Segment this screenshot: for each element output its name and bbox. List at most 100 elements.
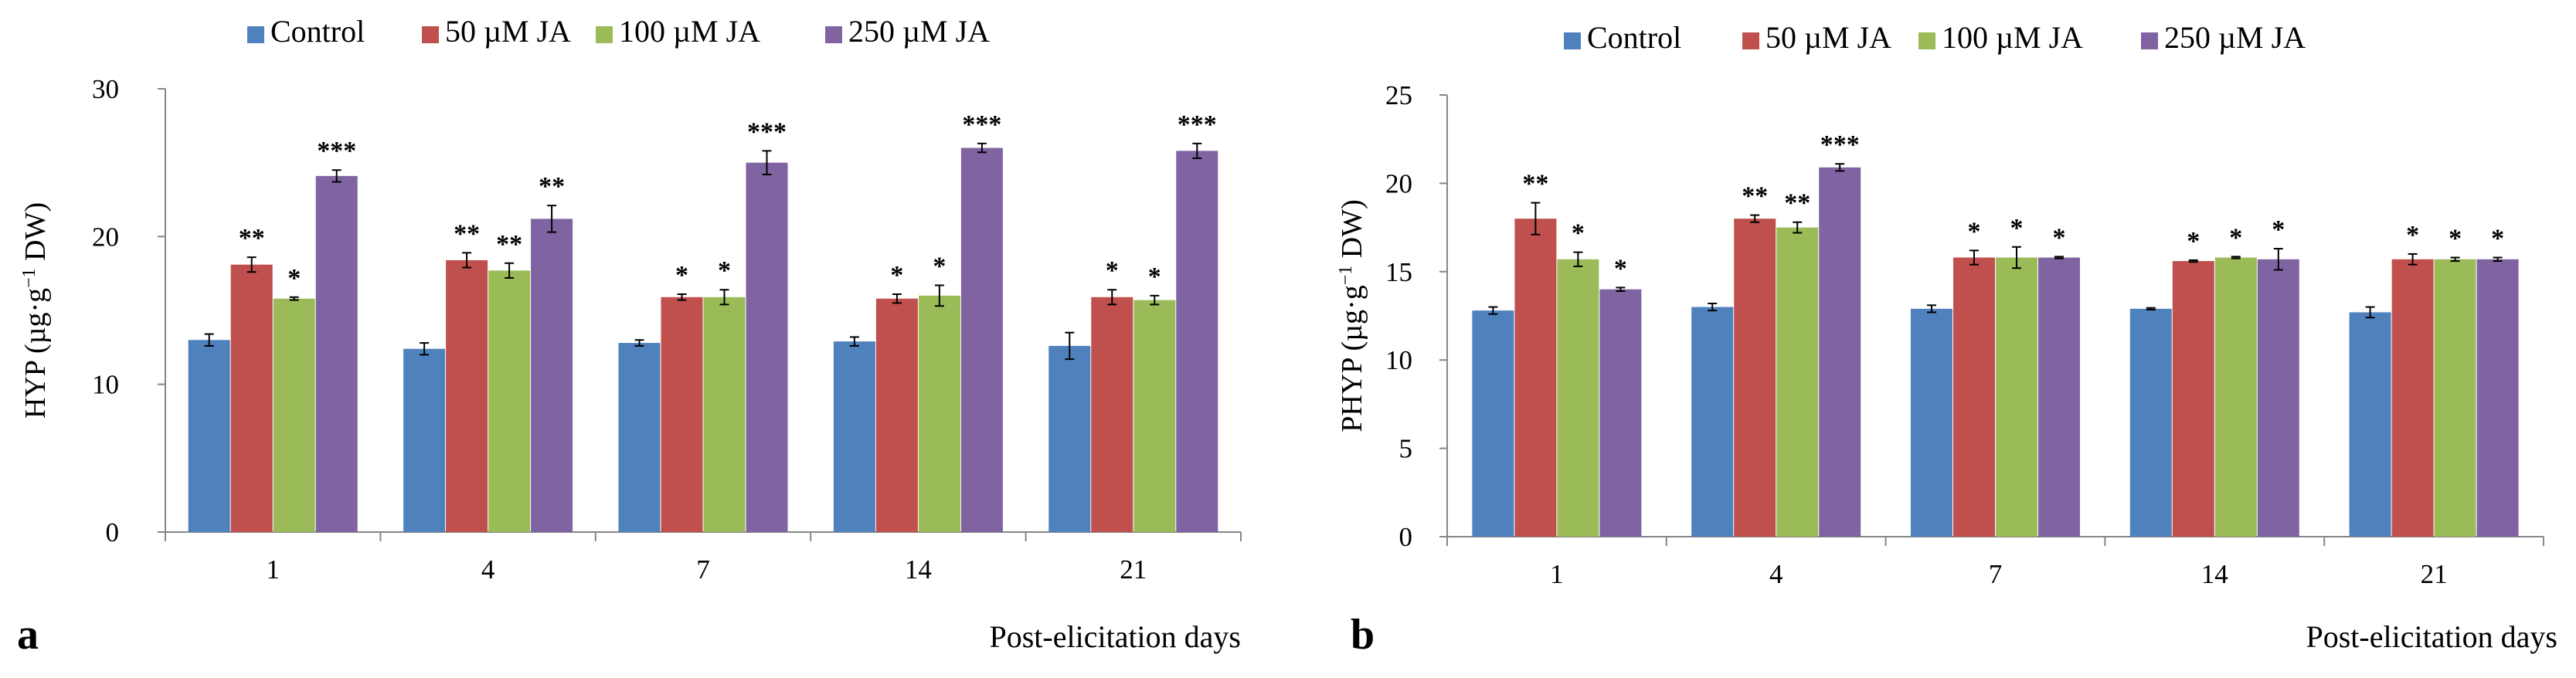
legend-label: 250 µM JA [2164,20,2306,55]
bar [531,219,573,532]
y-tick-label: 15 [1385,257,1412,287]
bar [188,340,230,532]
bar [2349,312,2391,537]
bar [746,162,788,532]
significance-label: ** [1742,182,1768,211]
significance-label: *** [747,117,787,146]
significance-label: * [2010,214,2024,242]
x-tick-label: 14 [2201,559,2228,589]
bar [1091,297,1133,532]
significance-label: ** [239,224,265,253]
y-tick-label: 20 [1385,168,1412,198]
bar [2257,259,2299,537]
bar [618,343,661,532]
bar [1691,307,1734,537]
bar [1819,167,1861,537]
y-tick-label: 10 [1385,345,1412,375]
legend-swatch [1918,32,1935,49]
y-tick-label: 20 [92,222,119,252]
x-axis-title: Post-elicitation days [989,619,1241,654]
significance-label: ** [496,230,522,259]
x-tick-label: 7 [696,554,710,585]
x-axis-title: Post-elicitation days [2306,619,2557,654]
bar [1996,257,2037,537]
bar [1557,259,1599,537]
significance-label: *** [1820,131,1860,159]
x-tick-label: 21 [2421,559,2448,589]
significance-label: * [2272,215,2285,244]
bar [1472,310,1514,537]
bar [2476,259,2519,537]
bar [1911,308,1952,537]
legend-label: 100 µM JA [619,14,760,49]
significance-label: * [1614,254,1627,283]
significance-label: * [2449,224,2462,253]
bar [2172,261,2214,537]
x-tick-label: 4 [1769,559,1783,589]
significance-label: * [2491,224,2504,253]
bar [833,341,875,532]
y-axis-title: PHYP (µg·g−1 DW) [1336,199,1368,432]
bar [960,147,1003,533]
significance-label: * [1106,256,1119,285]
legend-label: Control [1587,20,1681,55]
y-tick-label: 0 [106,517,120,547]
x-tick-label: 21 [1120,554,1147,585]
significance-label: * [675,261,688,290]
bar [2391,259,2434,537]
y-axis-title: HYP (µg·g−1 DW) [19,202,52,419]
legend-swatch [247,26,264,43]
legend-label: 100 µM JA [1942,20,2083,55]
x-tick-label: 1 [1550,559,1564,589]
bar [1048,345,1091,532]
bar [315,175,358,533]
legend-swatch [422,26,439,43]
significance-label: * [2406,221,2419,249]
bar [2434,259,2476,537]
significance-label: * [287,264,301,293]
legend-label: Control [270,14,365,49]
significance-label: * [2229,223,2242,252]
y-tick-label: 10 [92,370,119,400]
legend-swatch [1742,32,1759,49]
significance-label: ** [1784,189,1810,218]
bar [2129,308,2172,537]
bar [1599,289,1642,537]
bar [446,259,488,532]
legend-label: 50 µM JA [1765,20,1891,55]
bar [1734,219,1776,537]
bar [875,298,918,532]
legend-label: 250 µM JA [848,14,990,49]
bar [1176,151,1218,533]
bar [403,348,446,532]
bar [488,270,531,532]
bar [1133,300,1176,532]
significance-label: * [1148,263,1161,291]
x-tick-label: 7 [1989,559,2003,589]
bar [661,297,703,532]
significance-label: * [2187,227,2200,256]
panel-label: b [1351,611,1375,659]
legend-swatch [825,26,842,43]
legend-swatch [1564,32,1581,49]
bar [1953,257,1995,537]
bar [2214,257,2257,537]
x-tick-label: 14 [905,554,932,585]
bar [1514,219,1557,537]
x-tick-label: 4 [481,554,495,585]
bar [2038,257,2080,537]
bar [230,264,273,532]
y-tick-label: 5 [1399,434,1413,464]
significance-label: * [1572,219,1585,248]
bar [703,297,746,532]
significance-label: ** [1522,170,1548,198]
significance-label: *** [317,137,356,165]
x-tick-label: 1 [266,554,280,585]
significance-label: * [933,252,946,280]
legend-swatch [2141,32,2158,49]
y-tick-label: 30 [92,74,119,104]
